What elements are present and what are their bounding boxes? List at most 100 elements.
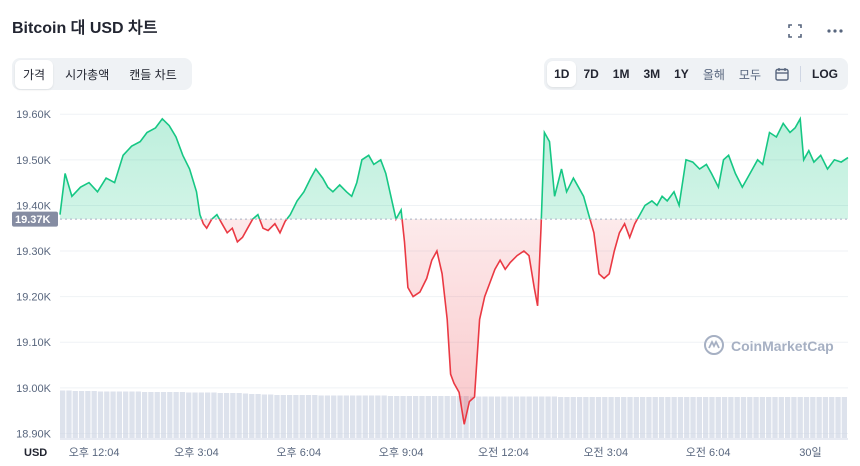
volume-bar bbox=[305, 395, 312, 438]
chart-title: Bitcoin 대 USD 차트 bbox=[12, 20, 158, 37]
y-tick-label: 19.60K bbox=[16, 109, 52, 121]
volume-bar bbox=[753, 397, 759, 438]
range-3m[interactable]: 3M bbox=[643, 67, 661, 81]
volume-bar bbox=[621, 397, 627, 438]
volume-bar bbox=[564, 397, 570, 438]
volume-bar bbox=[135, 391, 141, 438]
volume-bar bbox=[91, 391, 97, 438]
fullscreen-icon[interactable] bbox=[784, 20, 806, 42]
reference-price-badge: 19.37K bbox=[12, 211, 58, 227]
volume-bar bbox=[167, 392, 173, 438]
volume-bar bbox=[318, 395, 324, 438]
volume-bar bbox=[419, 396, 425, 438]
volume-bar bbox=[104, 391, 110, 438]
volume-bar bbox=[400, 396, 406, 438]
volume-bar bbox=[488, 396, 494, 438]
volume-bar bbox=[469, 396, 476, 438]
x-tick-label: 30일 bbox=[799, 445, 821, 459]
volume-bar bbox=[148, 392, 154, 438]
volume-bar bbox=[110, 391, 116, 438]
volume-bar bbox=[337, 395, 343, 438]
volume-bar bbox=[362, 395, 368, 438]
volume-bar bbox=[728, 397, 734, 438]
volume-bar bbox=[740, 397, 747, 438]
volume-bar bbox=[816, 397, 822, 438]
volume-bar bbox=[709, 397, 715, 438]
volume-bar bbox=[835, 397, 841, 438]
volume-bar bbox=[501, 396, 507, 438]
volume-bar bbox=[280, 395, 286, 438]
volume-bar bbox=[249, 394, 255, 438]
volume-bar bbox=[784, 397, 791, 438]
volume-bar bbox=[715, 397, 721, 438]
volume-bar bbox=[66, 390, 72, 438]
range-ytd[interactable]: 올해 bbox=[702, 67, 725, 82]
volume-bar bbox=[507, 396, 513, 438]
range-1d[interactable]: 1D bbox=[547, 61, 577, 87]
chart-type-tabs: 가격 시가총액 캔들 차트 bbox=[12, 58, 192, 90]
volume-bar bbox=[810, 397, 816, 438]
tab-market-cap[interactable]: 시가총액 bbox=[65, 67, 110, 82]
volume-bar bbox=[331, 395, 337, 438]
volume-bar bbox=[608, 397, 614, 438]
volume-bar bbox=[614, 397, 621, 438]
volume-bar bbox=[476, 396, 482, 438]
price-line-down bbox=[200, 219, 639, 425]
volume-bar bbox=[646, 397, 652, 438]
volume-bar bbox=[242, 393, 249, 438]
volume-bar bbox=[690, 397, 696, 438]
range-1y[interactable]: 1Y bbox=[674, 67, 689, 81]
volume-bar bbox=[677, 397, 684, 438]
volume-bar bbox=[450, 396, 457, 438]
y-tick-label: 18.90K bbox=[16, 428, 52, 440]
range-all[interactable]: 모두 bbox=[738, 67, 761, 82]
x-tick-label: 오후 12:04 bbox=[69, 446, 120, 459]
x-tick-label: 오후 3:04 bbox=[174, 446, 219, 459]
y-tick-label: 19.10K bbox=[16, 337, 52, 349]
tab-candle[interactable]: 캔들 차트 bbox=[129, 67, 177, 82]
log-toggle[interactable]: LOG bbox=[812, 67, 838, 81]
volume-bar bbox=[349, 395, 356, 438]
volume-bar bbox=[539, 396, 545, 438]
volume-bar bbox=[431, 396, 438, 438]
volume-bar bbox=[595, 397, 602, 438]
calendar-icon[interactable] bbox=[768, 67, 796, 81]
volume-bar bbox=[198, 392, 204, 438]
volume-bar bbox=[356, 395, 362, 438]
x-tick-label: 오전 12:04 bbox=[478, 446, 529, 459]
volume-bar bbox=[217, 393, 223, 438]
currency-label: USD bbox=[24, 447, 47, 459]
volume-bar bbox=[759, 397, 766, 438]
more-icon[interactable] bbox=[824, 20, 846, 42]
volume-bar bbox=[261, 394, 268, 438]
volume-bar bbox=[438, 396, 444, 438]
volume-bar bbox=[255, 394, 261, 438]
volume-bar bbox=[116, 391, 123, 438]
volume-bar bbox=[589, 397, 595, 438]
volume-bar bbox=[160, 392, 167, 438]
tab-price[interactable]: 가격 bbox=[15, 59, 54, 89]
volume-bar bbox=[545, 396, 551, 438]
volume-bar bbox=[576, 397, 583, 438]
volume-bar bbox=[286, 395, 293, 438]
volume-bar bbox=[652, 397, 658, 438]
volume-bar bbox=[129, 391, 135, 438]
volume-bar bbox=[268, 394, 274, 438]
volume-bar bbox=[444, 396, 450, 438]
reference-price-label: 19.37K bbox=[15, 214, 51, 226]
volume-bar bbox=[141, 392, 148, 438]
range-7d[interactable]: 7D bbox=[583, 67, 599, 81]
volume-bar bbox=[684, 397, 690, 438]
volume-bar bbox=[173, 392, 179, 438]
volume-bar bbox=[703, 397, 709, 438]
volume-bar bbox=[822, 397, 829, 438]
volume-bars bbox=[60, 390, 847, 438]
volume-bar bbox=[274, 395, 280, 438]
volume-bar bbox=[747, 397, 753, 438]
volume-bar bbox=[766, 397, 772, 438]
y-tick-label: 19.50K bbox=[16, 155, 52, 167]
range-1m[interactable]: 1M bbox=[612, 67, 630, 81]
volume-bar bbox=[413, 396, 419, 438]
volume-bar bbox=[457, 396, 463, 438]
